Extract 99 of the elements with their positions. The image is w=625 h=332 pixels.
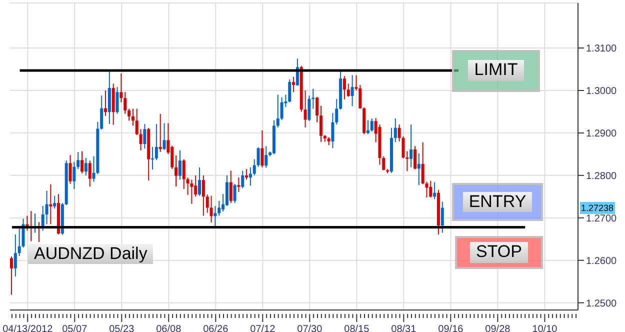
candlestick	[394, 118, 397, 143]
candlestick	[304, 90, 307, 128]
y-tick-label: 1.3000	[586, 86, 618, 98]
candlestick	[233, 183, 236, 204]
candlestick	[22, 218, 25, 248]
candlestick	[225, 174, 228, 206]
candlestick	[143, 124, 146, 150]
candlestick	[88, 160, 92, 187]
candlestick	[26, 215, 29, 232]
candlestick	[342, 76, 346, 100]
x-tick-label: 06/08	[156, 324, 182, 332]
candlestick	[280, 96, 284, 121]
candlestick	[319, 105, 322, 142]
candlestick	[210, 195, 213, 224]
candlestick	[229, 170, 232, 204]
x-tick-label: 05/23	[109, 324, 135, 332]
candlestick	[245, 168, 248, 180]
candlestick	[252, 158, 256, 176]
candlestick	[174, 154, 178, 187]
candlestick	[49, 184, 52, 225]
candlestick	[76, 152, 80, 170]
candlestick	[45, 190, 48, 225]
candlestick	[264, 146, 268, 168]
x-tick-label: 06/26	[203, 324, 229, 332]
annotation: ENTRY	[462, 192, 532, 212]
candlestick	[260, 130, 264, 168]
x-tick-label: 09/16	[438, 324, 464, 332]
candlestick	[128, 108, 131, 122]
candlestick	[120, 72, 123, 103]
x-tick-label: 07/12	[250, 324, 276, 332]
y-tick-label: 1.2500	[586, 298, 618, 310]
candlestick	[366, 120, 370, 135]
candlestick	[288, 78, 292, 103]
candlestick	[406, 150, 409, 172]
candlestick	[80, 150, 84, 174]
candlestick	[135, 108, 138, 136]
candlestick	[162, 122, 166, 150]
candlestick	[241, 170, 244, 189]
candlestick	[68, 154, 72, 184]
ref-line-label: STOP	[470, 242, 528, 264]
candlestick	[440, 201, 444, 234]
candlestick	[256, 146, 260, 168]
candlestick	[218, 200, 221, 216]
candlestick	[190, 179, 194, 204]
y-tick-label: 1.3100	[586, 44, 618, 55]
candlestick	[178, 150, 182, 180]
candlestick	[131, 108, 134, 126]
candlestick	[53, 195, 56, 210]
x-tick-label: 07/30	[297, 324, 323, 332]
candlestick	[139, 128, 142, 151]
candlestick	[429, 180, 432, 198]
candlestick	[335, 98, 338, 125]
candlestick	[182, 158, 186, 190]
candlestick	[312, 88, 315, 110]
candlestick	[194, 174, 198, 198]
candlestick	[104, 90, 108, 116]
candlestick	[10, 256, 13, 296]
y-tick-label: 1.2900	[586, 128, 618, 140]
y-tick-label: 1.2800	[586, 170, 618, 182]
candlestick	[154, 124, 158, 161]
candlestick	[358, 84, 362, 110]
candlestick	[14, 234, 17, 277]
candlestick	[151, 146, 154, 170]
candlestick	[331, 112, 334, 149]
candlestick	[72, 161, 76, 190]
x-tick-label: 08/31	[391, 324, 417, 332]
candlestick	[214, 205, 217, 229]
candlestick	[410, 124, 413, 168]
x-tick-label: 10/10	[532, 324, 558, 332]
x-tick-label: 08/15	[344, 324, 370, 332]
candlestick	[202, 174, 205, 216]
candlestick	[198, 166, 202, 196]
candlestick	[308, 95, 311, 122]
candlestick	[370, 118, 374, 132]
candlestick	[84, 157, 88, 176]
candlestick	[292, 76, 296, 93]
candlestick	[248, 166, 252, 186]
candlestick	[206, 194, 209, 214]
text: AUDNZD Daily	[28, 244, 154, 264]
candlestick	[158, 113, 162, 153]
y-tick-label: 1.2700	[586, 213, 618, 224]
candlestick	[417, 152, 420, 186]
y-tick-label: 1.2600	[586, 256, 618, 267]
candlestick	[382, 156, 386, 171]
candlestick	[124, 92, 127, 114]
x-tick-label: 05/07	[62, 324, 88, 332]
candlestick	[100, 95, 104, 130]
candlestick	[433, 182, 436, 200]
candlestick	[116, 86, 119, 114]
candlestick	[237, 177, 240, 192]
candlestick	[350, 74, 354, 107]
candlestick	[413, 146, 416, 170]
candlestick	[276, 94, 280, 128]
x-tick-label: 09/28	[485, 324, 511, 332]
candlestick	[316, 96, 319, 123]
annotation: 1.27238	[580, 202, 615, 214]
x-tick-label: 04/13/2012	[2, 324, 54, 332]
ref-line-label: LIMIT	[468, 60, 524, 81]
candlestick	[346, 83, 350, 98]
